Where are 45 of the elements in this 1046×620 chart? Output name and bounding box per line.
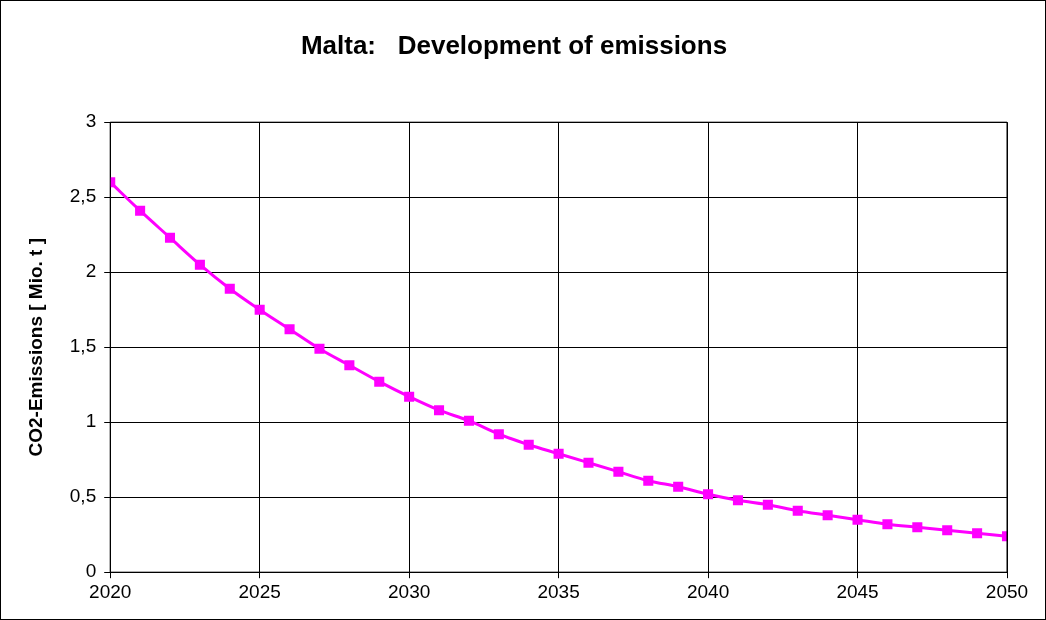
point <box>135 205 146 216</box>
point <box>344 360 355 371</box>
point <box>673 481 684 492</box>
x-tick-label: 2030 <box>388 580 431 602</box>
y-tick-label: 1,5 <box>69 335 97 357</box>
x-tick-label: 2040 <box>686 580 730 602</box>
point <box>643 475 654 486</box>
y-tick-label: 2 <box>85 260 97 282</box>
point <box>284 324 295 335</box>
x-tick-label: 2035 <box>537 580 580 602</box>
point <box>523 439 534 450</box>
point <box>404 391 415 402</box>
point <box>762 499 773 510</box>
point <box>792 505 803 516</box>
point <box>374 376 385 387</box>
x-tick-label: 2025 <box>238 580 281 602</box>
point <box>434 405 445 416</box>
point <box>852 514 863 525</box>
point <box>254 304 265 315</box>
y-tick-label: 3 <box>85 110 97 132</box>
x-tick-label: 2045 <box>836 580 879 602</box>
point <box>613 466 624 477</box>
point <box>164 232 176 243</box>
point <box>314 343 325 354</box>
point <box>882 519 893 530</box>
y-tick-label: 0 <box>85 560 97 582</box>
point <box>822 510 833 521</box>
y-tick-label: 1 <box>85 410 97 432</box>
point <box>972 528 983 539</box>
point <box>463 415 474 426</box>
y-tick-label: 2,5 <box>69 185 97 207</box>
x-tick-label: 2020 <box>89 580 132 602</box>
point <box>703 489 714 500</box>
x-tick-label: 2050 <box>985 580 1029 602</box>
point <box>583 457 594 468</box>
y-tick-label: 0,5 <box>69 485 97 507</box>
point <box>732 495 743 506</box>
point <box>493 429 504 440</box>
point <box>942 525 953 536</box>
point <box>553 448 564 459</box>
point <box>224 283 235 294</box>
chart-title: Malta: Development of emissions <box>300 29 728 60</box>
point <box>194 259 205 270</box>
point <box>912 522 923 533</box>
y-axis-title: CO2-Emissions [ Mio. t ] <box>24 237 46 457</box>
